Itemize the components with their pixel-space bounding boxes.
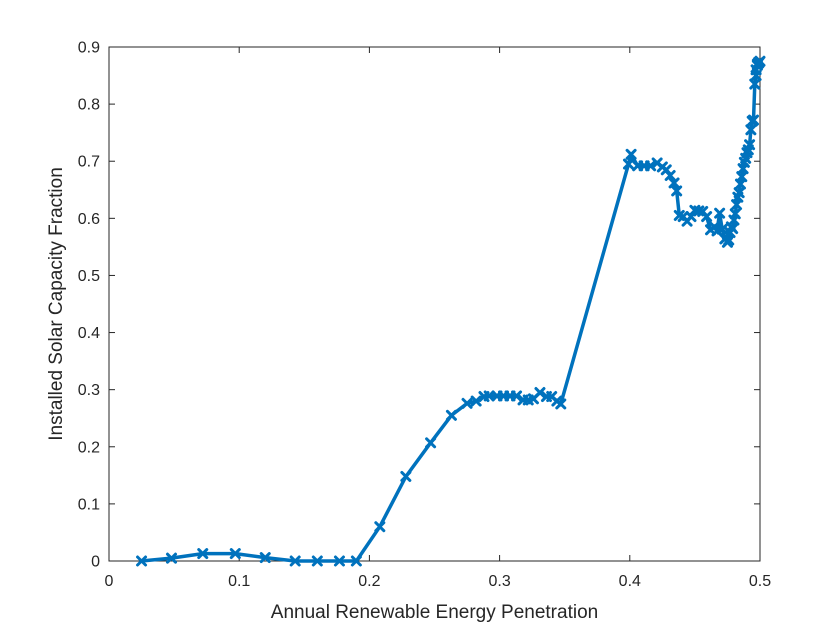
data-point-marker bbox=[425, 437, 437, 449]
x-axis-label: Annual Renewable Energy Penetration bbox=[271, 602, 598, 623]
data-point-marker bbox=[333, 555, 345, 567]
y-tick-label: 0.1 bbox=[78, 496, 100, 513]
y-tick-label: 0.9 bbox=[78, 40, 100, 57]
data-point-marker bbox=[350, 555, 362, 567]
data-point-marker bbox=[445, 409, 457, 421]
x-tick-label: 0.2 bbox=[358, 573, 380, 590]
data-point-marker bbox=[671, 185, 683, 197]
data-point-marker bbox=[749, 78, 761, 90]
data-point-marker bbox=[645, 160, 657, 172]
data-point-marker bbox=[745, 124, 757, 136]
data-point-marker bbox=[470, 395, 482, 407]
y-tick-label: 0.7 bbox=[78, 154, 100, 171]
x-tick-label: 0.1 bbox=[228, 573, 250, 590]
y-tick-label: 0.4 bbox=[78, 325, 100, 342]
data-point-marker bbox=[664, 170, 676, 181]
tick-labels: 0 0.1 0.2 0.3 0.4 0.5 0 0.1 0.2 0.3 0.4 0.5 0.6 0.7 0.… bbox=[78, 40, 771, 591]
x-tick-label: 0.5 bbox=[749, 573, 771, 590]
ticks bbox=[108, 46, 761, 562]
data-point-marker bbox=[311, 555, 323, 567]
data-point-marker bbox=[511, 390, 523, 402]
data-point-marker bbox=[744, 139, 756, 151]
data-point-marker bbox=[229, 548, 241, 560]
y-tick-label: 0.8 bbox=[78, 97, 100, 114]
data-point-marker bbox=[727, 223, 739, 235]
data-point-marker bbox=[729, 208, 741, 220]
y-tick-label: 0.5 bbox=[78, 268, 100, 285]
x-tick-label: 0.3 bbox=[488, 573, 510, 590]
data-point-marker bbox=[625, 148, 637, 160]
data-point-marker bbox=[289, 555, 301, 567]
data-point-marker bbox=[534, 387, 546, 399]
data-point-marker bbox=[668, 177, 680, 189]
series bbox=[136, 55, 766, 567]
y-tick-label: 0.6 bbox=[78, 211, 100, 228]
y-axis-label: Installed Solar Capacity Fraction bbox=[46, 167, 67, 441]
y-tick-label: 0.2 bbox=[78, 439, 100, 456]
y-tick-label: 0.3 bbox=[78, 382, 100, 399]
data-point-marker bbox=[136, 555, 148, 567]
data-point-marker bbox=[701, 211, 713, 223]
data-point-marker bbox=[716, 223, 728, 235]
data-point-marker bbox=[165, 552, 177, 564]
data-point-marker bbox=[483, 390, 495, 402]
y-tick-label: 0 bbox=[91, 554, 100, 571]
data-point-marker bbox=[259, 552, 271, 564]
data-point-marker bbox=[714, 207, 726, 219]
data-point-marker bbox=[555, 398, 567, 410]
data-point-marker bbox=[461, 397, 473, 409]
x-tick-label: 0 bbox=[105, 573, 114, 590]
x-tick-label: 0.4 bbox=[619, 573, 641, 590]
data-point-marker bbox=[622, 158, 634, 170]
data-point-marker bbox=[747, 114, 759, 126]
data-point-marker bbox=[197, 548, 209, 560]
data-point-marker bbox=[400, 470, 412, 482]
data-point-marker bbox=[733, 187, 745, 199]
data-point-marker bbox=[374, 521, 386, 533]
plot-area-frame bbox=[108, 46, 761, 562]
data-point-marker bbox=[754, 55, 766, 67]
